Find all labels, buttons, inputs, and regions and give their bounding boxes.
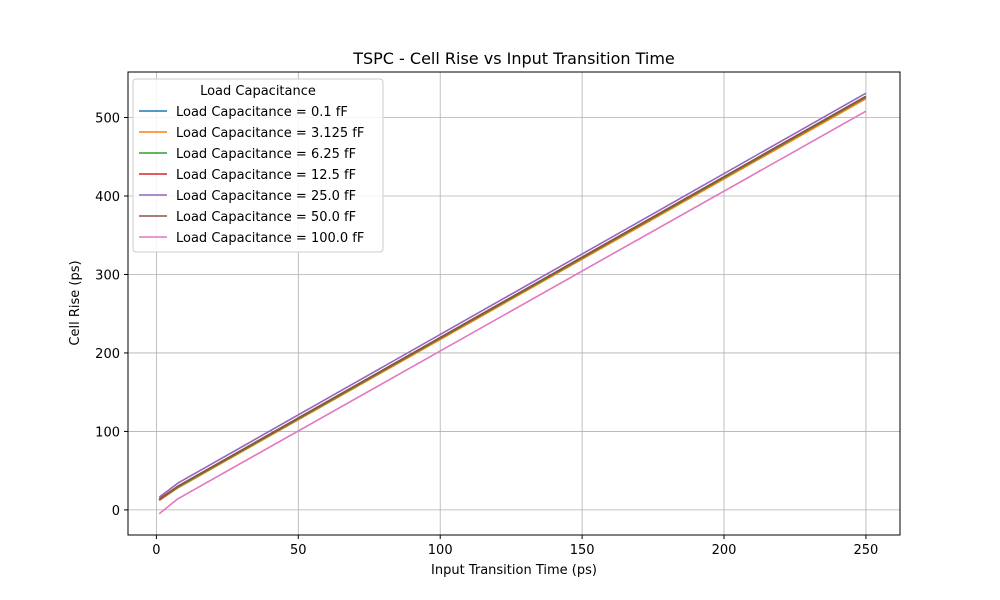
y-axis-label: Cell Rise (ps) xyxy=(68,260,83,345)
y-tick-label: 100 xyxy=(95,425,120,440)
y-axis-ticks: 0 100 200 300 400 500 xyxy=(95,112,128,519)
x-tick-label: 250 xyxy=(854,543,879,558)
y-tick-label: 200 xyxy=(95,347,120,362)
legend-entry-label: Load Capacitance = 0.1 fF xyxy=(176,105,348,120)
x-tick-label: 0 xyxy=(152,543,160,558)
y-tick-label: 500 xyxy=(95,112,120,127)
legend-entry-label: Load Capacitance = 25.0 fF xyxy=(176,189,356,204)
series-line-4 xyxy=(158,92,867,498)
legend-entry-label: Load Capacitance = 50.0 fF xyxy=(176,210,356,225)
y-tick-label: 400 xyxy=(95,190,120,205)
legend-entry-label: Load Capacitance = 12.5 fF xyxy=(176,168,356,183)
legend: Load Capacitance Load Capacitance = 0.1 … xyxy=(132,78,384,253)
x-tick-label: 150 xyxy=(570,543,595,558)
x-axis-label: Input Transition Time (ps) xyxy=(431,563,597,578)
legend-items: Load Capacitance = 0.1 fF Load Capacitanc… xyxy=(139,105,364,246)
chart-title: TSPC - Cell Rise vs Input Transition Tim… xyxy=(352,49,675,68)
series-line-6 xyxy=(158,110,867,515)
plot-frame xyxy=(127,71,901,536)
legend-entry-label: Load Capacitance = 100.0 fF xyxy=(176,231,364,246)
x-tick-label: 100 xyxy=(428,543,453,558)
legend-box xyxy=(132,78,384,253)
legend-entry-label: Load Capacitance = 6.25 fF xyxy=(176,147,356,162)
x-tick-label: 50 xyxy=(290,543,307,558)
legend-entry-label: Load Capacitance = 3.125 fF xyxy=(176,126,364,141)
series-line-5 xyxy=(158,95,867,501)
legend-title: Load Capacitance xyxy=(200,84,316,99)
x-tick-label: 200 xyxy=(712,543,737,558)
y-tick-label: 300 xyxy=(95,268,120,283)
series-lines xyxy=(158,92,867,515)
y-tick-label: 0 xyxy=(112,504,120,519)
x-axis-ticks: 0 50 100 150 200 250 xyxy=(152,535,878,558)
